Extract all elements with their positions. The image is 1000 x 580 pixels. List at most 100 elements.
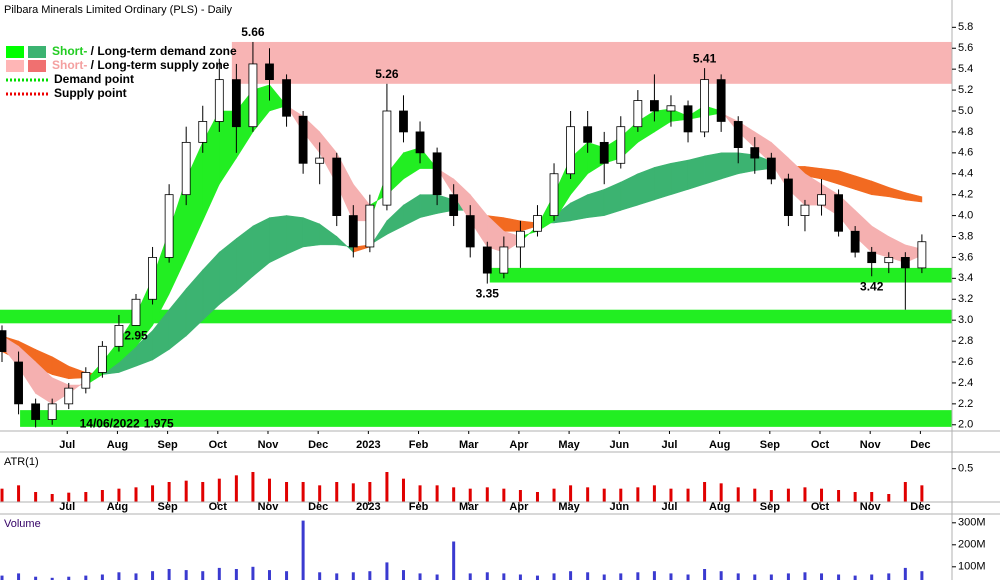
ribbon-segment (670, 159, 689, 196)
candle-body (616, 126, 626, 164)
candle-body (114, 325, 124, 347)
x-tick-label: Sep (158, 439, 178, 451)
bar (837, 490, 841, 502)
bar (134, 573, 138, 580)
zone (0, 309, 952, 324)
zone (20, 410, 953, 427)
bar (234, 569, 238, 580)
candle-body (533, 215, 542, 232)
bar (134, 487, 138, 502)
x-tick-label: Aug (709, 501, 730, 513)
candle-body (850, 230, 860, 253)
y-tick-label: 2.4 (958, 377, 973, 389)
bar (84, 575, 88, 580)
x-tick-label: Jun (609, 501, 629, 513)
x-tick-label: Sep (158, 501, 178, 513)
y-tick-label: 2.2 (958, 398, 973, 410)
candle-body (650, 100, 659, 112)
x-tick-label: Mar (459, 439, 479, 451)
bar (285, 482, 289, 502)
bar (217, 567, 221, 580)
bar (401, 570, 405, 580)
bar (17, 573, 21, 580)
candle-body (482, 246, 492, 274)
bar (870, 574, 874, 580)
candle-body (315, 157, 325, 164)
bar (887, 494, 891, 502)
y-tick-label: 0.5 (958, 463, 973, 475)
bar (418, 485, 422, 502)
bar (267, 478, 271, 502)
y-tick-label: 5.4 (958, 63, 973, 75)
legend-text: Supply point (54, 86, 127, 100)
bar (552, 488, 556, 502)
x-tick-label: Nov (860, 439, 882, 451)
bar (686, 488, 690, 502)
candle-body (0, 330, 7, 352)
candle-body (900, 257, 910, 269)
bar (351, 572, 355, 580)
candle-body (834, 194, 843, 232)
candle-body (633, 100, 643, 128)
bar (468, 573, 472, 580)
bar (151, 485, 155, 502)
candle-body (131, 298, 141, 326)
candle-body (282, 79, 291, 117)
bar (820, 488, 824, 502)
bar (234, 475, 238, 502)
candle-body (666, 105, 676, 112)
bar (769, 490, 773, 502)
bar (0, 575, 4, 580)
candle-body (298, 115, 308, 164)
x-tick-label: Oct (209, 439, 228, 451)
candle-body (231, 79, 241, 128)
bar (67, 576, 71, 580)
bar (335, 482, 339, 502)
y-tick-label: 2.6 (958, 356, 973, 368)
bar (251, 566, 255, 580)
bar (903, 567, 907, 580)
bar (351, 483, 355, 502)
ribbon-segment (587, 189, 605, 219)
legend-text: / Long-term supply zone (87, 58, 229, 72)
bar (870, 492, 874, 502)
y-tick-label: 3.4 (958, 272, 973, 284)
bar (67, 492, 71, 502)
bar (753, 488, 757, 502)
bar (468, 488, 472, 502)
bar (435, 574, 439, 580)
annotation: 3.42 (860, 279, 884, 293)
y-tick-label: 5.8 (958, 21, 973, 33)
annotation: 5.66 (241, 25, 265, 39)
bar (837, 574, 841, 580)
bar (719, 483, 723, 502)
x-tick-label: Feb (409, 501, 429, 513)
bar (452, 487, 456, 502)
candle-body (64, 387, 74, 405)
y-tick-label: 2.8 (958, 335, 973, 347)
bar (920, 571, 924, 580)
bar (117, 572, 121, 580)
bar (820, 573, 824, 580)
candle-body (716, 79, 726, 122)
y-tick-label: 4.2 (958, 189, 973, 201)
y-tick-label: 4.8 (958, 126, 973, 138)
bar (803, 487, 807, 502)
bar (686, 574, 690, 580)
bar (301, 520, 305, 580)
candle-body (766, 157, 776, 180)
y-tick-label: 4.4 (958, 168, 973, 180)
bar (34, 576, 38, 580)
x-tick-label: Oct (209, 501, 228, 513)
candle-body (549, 173, 559, 216)
bar (786, 488, 790, 502)
y-tick-label: 5.2 (958, 84, 973, 96)
x-tick-label: Jul (59, 501, 75, 513)
x-tick-label: Oct (811, 501, 830, 513)
chart-title: Pilbara Minerals Limited Ordinary (PLS) … (4, 4, 233, 16)
y-tick-label: 200M (958, 539, 986, 551)
bar (586, 487, 590, 502)
bar (736, 573, 740, 580)
